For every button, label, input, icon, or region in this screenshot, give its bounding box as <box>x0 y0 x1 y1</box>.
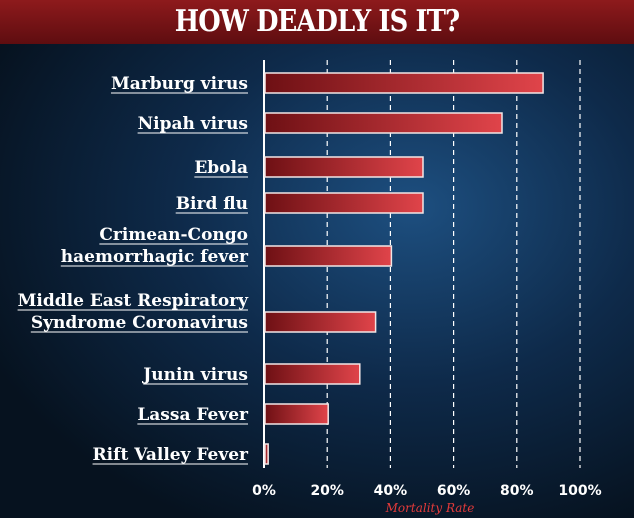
title-banner <box>0 0 634 44</box>
bar <box>264 192 424 214</box>
bar <box>264 245 393 267</box>
chart-title: HOW DEADLY IS IT? <box>174 4 460 39</box>
category-label: Lassa Fever <box>137 405 249 425</box>
bar <box>264 443 269 465</box>
category-label: Junin virus <box>141 365 248 385</box>
x-tick-label: 60% <box>437 483 471 499</box>
bar <box>264 403 329 425</box>
bar <box>264 311 377 333</box>
bar <box>264 156 424 178</box>
x-tick-label: 40% <box>374 483 408 499</box>
category-label: Syndrome Coronavirus <box>31 313 248 333</box>
bar <box>264 363 361 385</box>
x-tick-label: 100% <box>558 483 601 499</box>
category-label: Marburg virus <box>111 74 248 94</box>
category-label: Crimean-Congo <box>99 225 248 245</box>
bar <box>264 112 503 134</box>
category-label: Nipah virus <box>138 114 248 134</box>
bar <box>264 72 544 94</box>
category-label: Bird flu <box>176 194 248 214</box>
x-axis-label: Mortality Rate <box>385 501 475 515</box>
category-label: Rift Valley Fever <box>93 445 249 465</box>
category-label: haemorrhagic fever <box>61 247 249 267</box>
x-tick-label: 20% <box>310 483 344 499</box>
x-tick-label: 80% <box>500 483 534 499</box>
category-label: Ebola <box>194 158 248 178</box>
category-label: Middle East Respiratory <box>18 291 250 311</box>
x-tick-label: 0% <box>252 483 276 499</box>
